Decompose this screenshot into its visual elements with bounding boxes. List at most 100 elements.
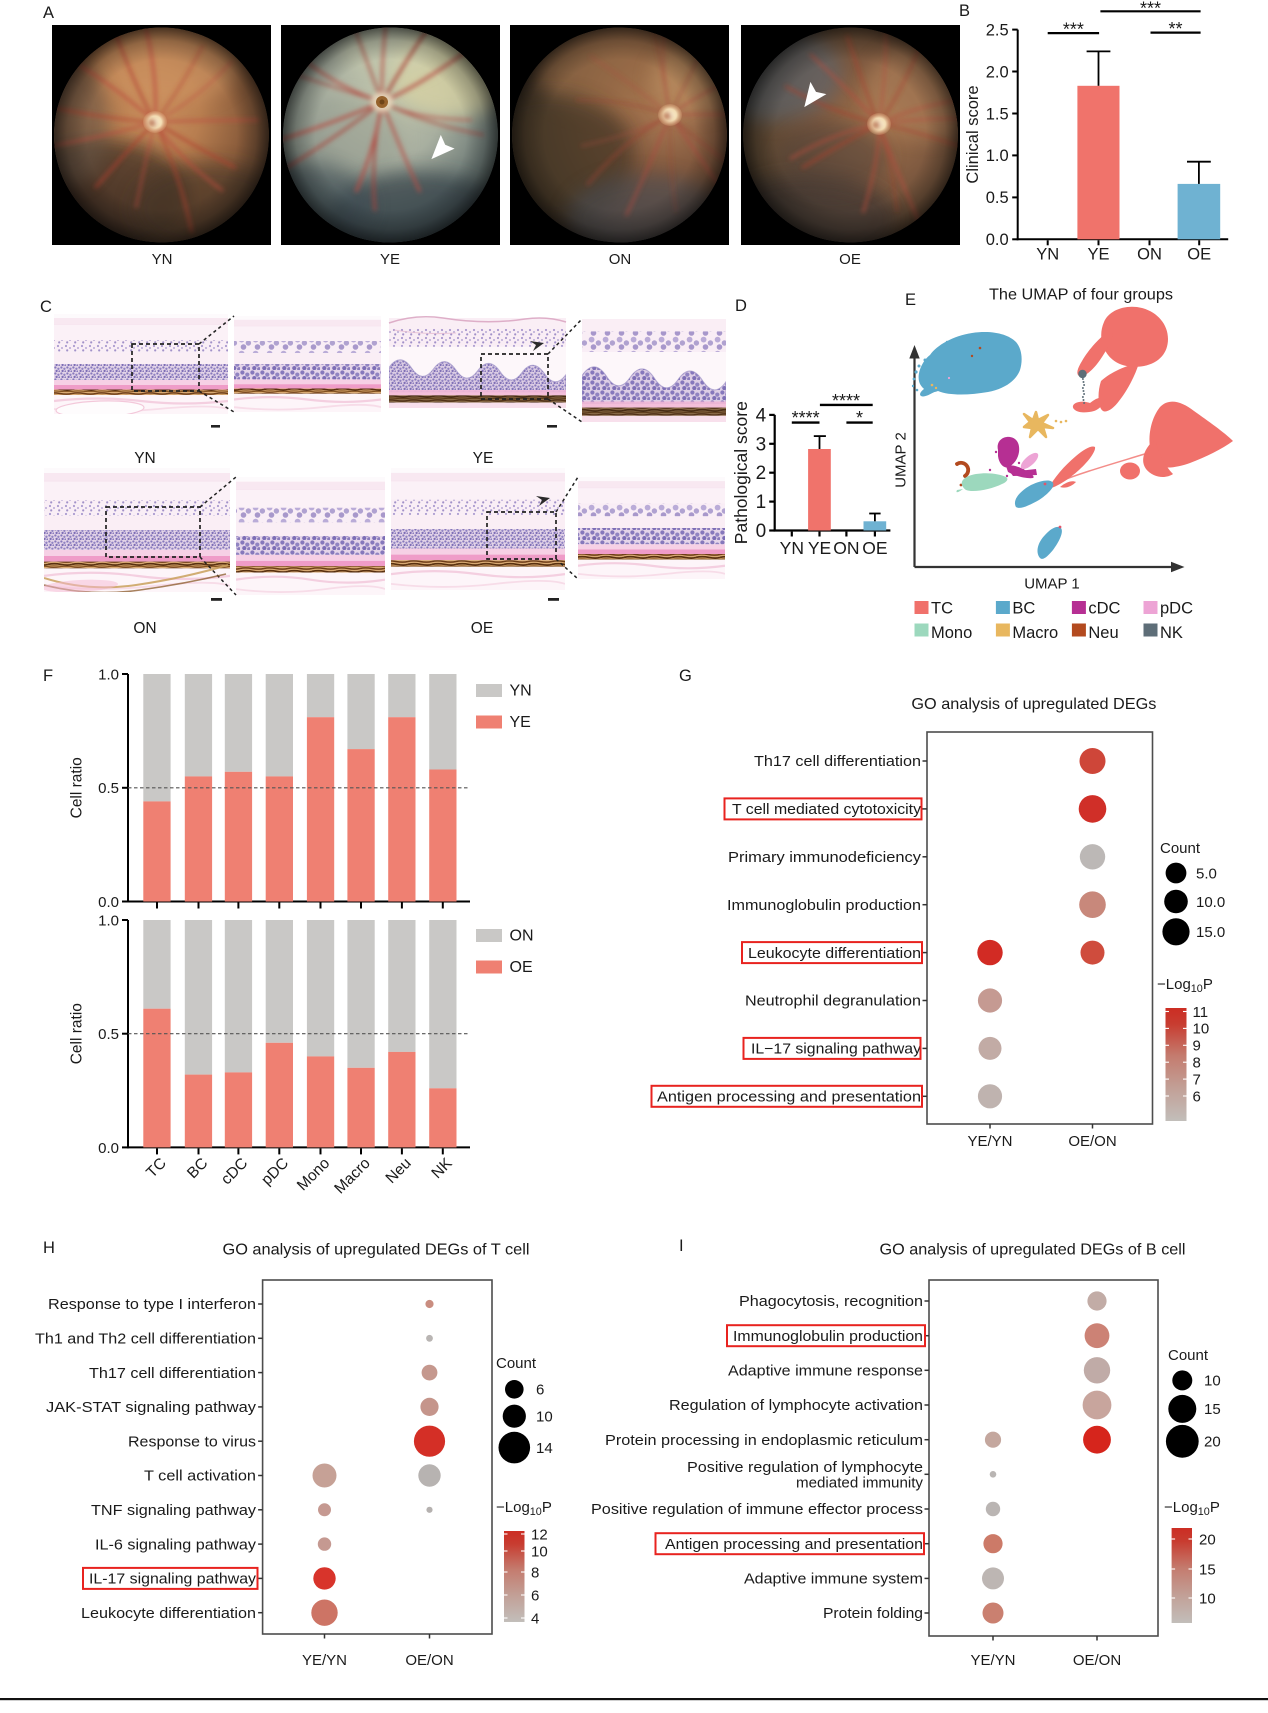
svg-text:A: A: [43, 4, 54, 22]
svg-text:YE/YN: YE/YN: [302, 1652, 347, 1669]
svg-text:IL-6 signaling pathway: IL-6 signaling pathway: [95, 1536, 257, 1553]
svg-text:ON: ON: [510, 928, 534, 945]
svg-text:YN: YN: [152, 251, 173, 268]
svg-text:OE: OE: [839, 251, 861, 268]
svg-text:F: F: [43, 667, 53, 685]
svg-text:UMAP 1: UMAP 1: [1024, 576, 1080, 593]
svg-text:Response to type I interferon: Response to type I interferon: [48, 1296, 256, 1313]
svg-text:2.5: 2.5: [986, 21, 1009, 39]
svg-text:D: D: [735, 297, 747, 315]
svg-text:2: 2: [756, 463, 767, 484]
svg-text:YE: YE: [510, 714, 531, 731]
svg-text:1.0: 1.0: [986, 147, 1009, 165]
svg-text:1: 1: [756, 492, 767, 513]
svg-text:*: *: [856, 408, 863, 428]
svg-text:ON: ON: [609, 251, 632, 268]
svg-text:UMAP 2: UMAP 2: [893, 432, 910, 488]
svg-text:YE/YN: YE/YN: [967, 1133, 1012, 1150]
svg-text:0.0: 0.0: [98, 1140, 119, 1157]
svg-text:15: 15: [1204, 1401, 1221, 1418]
svg-text:***: ***: [1063, 20, 1084, 40]
svg-text:Mono: Mono: [931, 624, 972, 642]
svg-text:YE: YE: [1087, 246, 1109, 264]
svg-text:T cell activation: T cell activation: [144, 1468, 256, 1485]
svg-text:YN: YN: [510, 683, 532, 700]
svg-text:0.0: 0.0: [986, 231, 1009, 249]
svg-text:Macro: Macro: [1012, 624, 1058, 642]
svg-text:ON: ON: [133, 620, 156, 637]
svg-text:1.5: 1.5: [986, 105, 1009, 123]
svg-text:BC: BC: [1012, 600, 1035, 618]
svg-text:Immunoglobulin production: Immunoglobulin production: [733, 1328, 923, 1345]
svg-text:E: E: [905, 291, 916, 309]
svg-text:JAK-STAT signaling pathway: JAK-STAT signaling pathway: [46, 1399, 257, 1416]
svg-text:Adaptive immune system: Adaptive immune system: [744, 1571, 923, 1588]
svg-text:10: 10: [1193, 1021, 1210, 1038]
svg-text:Count: Count: [496, 1355, 537, 1372]
svg-text:Adaptive immune response: Adaptive immune response: [728, 1363, 923, 1380]
svg-text:Leukocyte differentiation: Leukocyte differentiation: [748, 945, 921, 962]
svg-text:8: 8: [1193, 1055, 1201, 1072]
svg-text:pDC: pDC: [1160, 600, 1193, 618]
svg-text:Neu: Neu: [1088, 624, 1118, 642]
svg-text:Neutrophil degranulation: Neutrophil degranulation: [745, 993, 921, 1010]
svg-text:10.0: 10.0: [1196, 894, 1225, 911]
svg-text:8: 8: [531, 1564, 539, 1581]
svg-text:Protein folding: Protein folding: [823, 1605, 923, 1622]
svg-text:Immunoglobulin production: Immunoglobulin production: [727, 897, 921, 914]
svg-text:GO analysis of upregulated DEG: GO analysis of upregulated DEGs: [911, 696, 1156, 713]
svg-text:10: 10: [1199, 1590, 1216, 1607]
svg-text:The UMAP of four groups: The UMAP of four groups: [989, 287, 1173, 304]
svg-text:H: H: [43, 1239, 55, 1257]
svg-text:Th17 cell differentiation: Th17 cell differentiation: [89, 1365, 256, 1382]
svg-text:20: 20: [1204, 1434, 1221, 1451]
svg-text:Pathological score: Pathological score: [731, 401, 751, 544]
svg-text:****: ****: [832, 391, 860, 411]
svg-text:YE: YE: [808, 538, 831, 558]
svg-text:YE/YN: YE/YN: [970, 1652, 1015, 1669]
svg-text:9: 9: [1193, 1038, 1201, 1055]
svg-text:OE/ON: OE/ON: [405, 1652, 453, 1669]
svg-text:12: 12: [531, 1526, 548, 1543]
svg-text:Phagocytosis, recognition: Phagocytosis, recognition: [739, 1293, 923, 1310]
svg-text:YE: YE: [473, 450, 494, 467]
svg-text:10: 10: [531, 1543, 548, 1560]
svg-text:Response to virus: Response to virus: [128, 1433, 256, 1450]
svg-text:Positive regulation of immune: Positive regulation of immune effector p…: [591, 1501, 923, 1518]
svg-text:6: 6: [531, 1587, 539, 1604]
svg-text:11: 11: [1193, 1004, 1209, 1021]
svg-text:B: B: [959, 2, 970, 20]
svg-text:YN: YN: [134, 450, 156, 467]
svg-text:ON: ON: [833, 538, 859, 558]
svg-text:Regulation of lymphocyte activ: Regulation of lymphocyte activation: [669, 1397, 923, 1414]
svg-text:G: G: [679, 667, 692, 685]
svg-text:GO analysis of upregulated DEG: GO analysis of upregulated DEGs of T cel…: [223, 1241, 530, 1258]
svg-text:4: 4: [756, 405, 767, 426]
svg-text:I: I: [679, 1237, 684, 1255]
svg-text:IL−17 signaling pathway: IL−17 signaling pathway: [751, 1041, 922, 1058]
svg-text:−Log10P: −Log10P: [496, 1499, 552, 1518]
svg-text:−Log10P: −Log10P: [1157, 976, 1213, 995]
svg-text:OE: OE: [471, 620, 493, 637]
svg-text:OE: OE: [510, 959, 533, 976]
svg-text:2.0: 2.0: [986, 63, 1009, 81]
svg-text:Th17 cell differentiation: Th17 cell differentiation: [754, 753, 921, 770]
svg-text:15: 15: [1199, 1561, 1216, 1578]
svg-text:10: 10: [1204, 1373, 1221, 1390]
svg-text:ON: ON: [1137, 246, 1162, 264]
svg-text:Primary immunodeficiency: Primary immunodeficiency: [728, 849, 922, 866]
svg-text:1.0: 1.0: [98, 913, 119, 930]
svg-text:14: 14: [536, 1440, 553, 1457]
svg-text:Antigen processing and present: Antigen processing and presentation: [665, 1536, 923, 1553]
svg-text:T cell mediated cytotoxicity: T cell mediated cytotoxicity: [732, 801, 922, 818]
svg-text:TC: TC: [931, 600, 953, 618]
svg-text:OE/ON: OE/ON: [1068, 1133, 1116, 1150]
svg-text:−Log10P: −Log10P: [1164, 1499, 1220, 1518]
svg-text:Th1 and Th2 cell differentiati: Th1 and Th2 cell differentiation: [35, 1331, 256, 1348]
svg-text:0.0: 0.0: [98, 894, 119, 911]
svg-text:Cell ratio: Cell ratio: [69, 757, 86, 818]
svg-text:6: 6: [536, 1382, 544, 1399]
svg-text:0.5: 0.5: [986, 189, 1009, 207]
svg-text:TNF signaling pathway: TNF signaling pathway: [91, 1502, 257, 1519]
svg-text:Count: Count: [1160, 840, 1201, 857]
